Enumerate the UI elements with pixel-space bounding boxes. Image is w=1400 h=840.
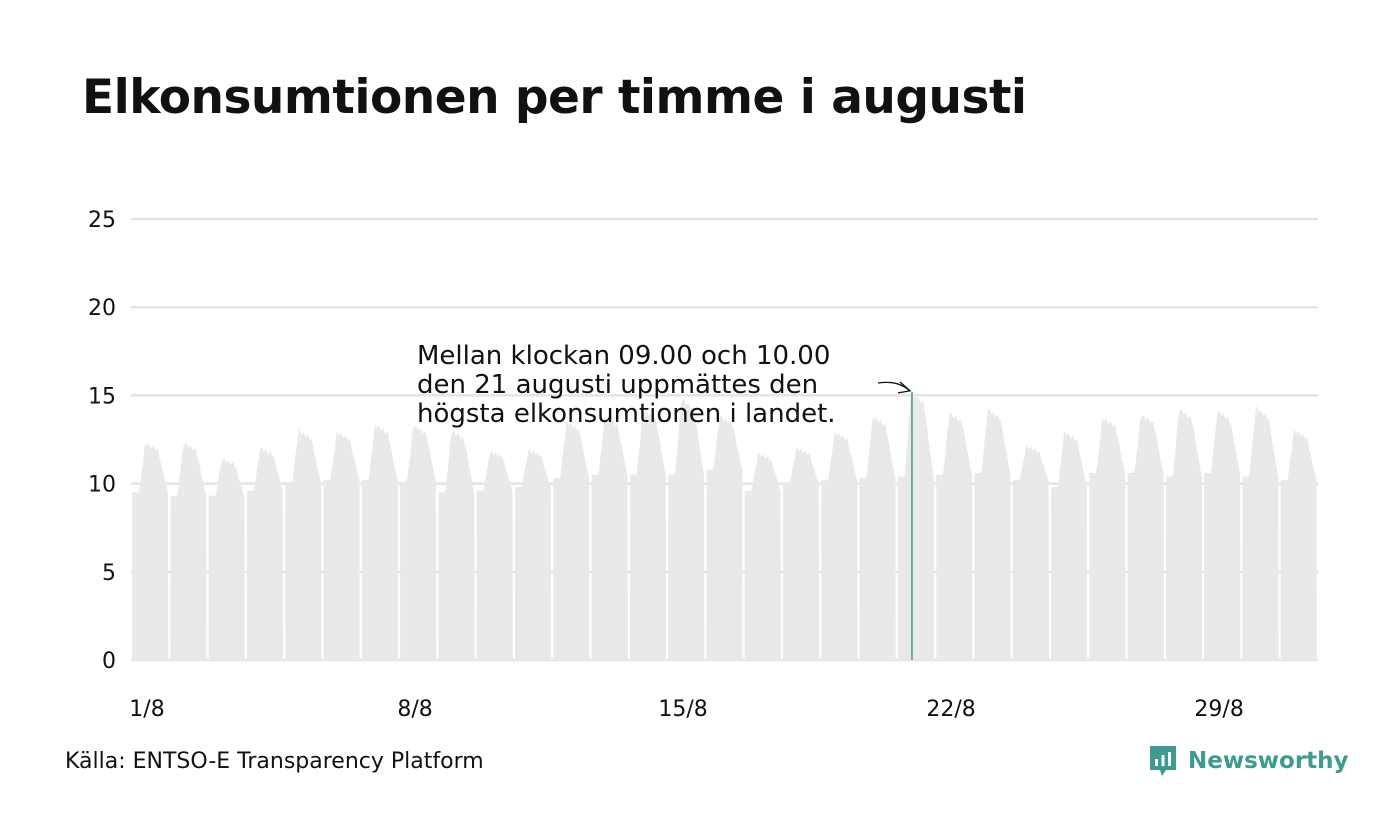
daily-consumption-area bbox=[1242, 406, 1279, 660]
daily-consumption-area bbox=[132, 443, 169, 660]
daily-consumption-area bbox=[897, 392, 934, 660]
x-tick-label: 1/8 bbox=[129, 697, 164, 722]
annotation-line: Mellan klockan 09.00 och 10.00 bbox=[417, 341, 830, 371]
annotation-line: högsta elkonsumtionen i landet. bbox=[417, 399, 836, 429]
daily-consumption-area bbox=[859, 417, 896, 660]
daily-consumption-area bbox=[744, 452, 781, 660]
daily-consumption-area bbox=[170, 442, 207, 660]
daily-consumption-area bbox=[1051, 430, 1088, 660]
x-axis-ticks: 1/8 8/8 15/8 22/8 29/8 bbox=[129, 697, 1244, 722]
brand-logo: Newsworthy bbox=[1148, 744, 1349, 778]
daily-consumption-area bbox=[208, 457, 245, 660]
daily-consumption-area bbox=[783, 446, 820, 660]
daily-consumption-area bbox=[438, 430, 475, 660]
annotation-arrowhead bbox=[897, 381, 912, 394]
daily-consumption-area bbox=[821, 431, 858, 660]
daily-consumption-area bbox=[247, 446, 283, 660]
y-tick-label: 15 bbox=[88, 384, 116, 409]
daily-consumption-area bbox=[476, 450, 513, 660]
source-note: Källa: ENTSO-E Transparency Platform bbox=[65, 749, 484, 774]
daily-consumption-area bbox=[936, 412, 973, 660]
daily-consumption-area bbox=[361, 425, 398, 660]
y-tick-label: 0 bbox=[102, 649, 116, 674]
daily-consumption-area bbox=[553, 420, 590, 660]
daily-consumption-area bbox=[1166, 409, 1202, 660]
annotation-line: den 21 augusti uppmättes den bbox=[417, 370, 818, 400]
x-tick-label: 29/8 bbox=[1194, 697, 1243, 722]
daily-consumption-area bbox=[668, 399, 705, 660]
daily-consumption-area bbox=[400, 425, 437, 660]
newsworthy-bar-chart-icon bbox=[1150, 746, 1176, 776]
x-tick-label: 15/8 bbox=[658, 697, 707, 722]
y-tick-label: 5 bbox=[102, 561, 116, 586]
x-tick-label: 8/8 bbox=[397, 697, 432, 722]
daily-consumption-area bbox=[285, 429, 322, 660]
daily-consumption-area bbox=[1012, 444, 1049, 660]
daily-consumption-area bbox=[1127, 414, 1164, 660]
daily-consumption-area bbox=[323, 430, 360, 660]
daily-consumption-area bbox=[974, 408, 1011, 660]
daily-consumption-area bbox=[1089, 418, 1126, 660]
daily-consumption-area bbox=[1280, 428, 1317, 660]
daily-consumption-area bbox=[706, 415, 743, 660]
y-axis-ticks: 0 5 10 15 20 25 bbox=[88, 208, 116, 674]
y-tick-label: 20 bbox=[88, 296, 116, 321]
daily-consumption-area bbox=[629, 410, 666, 660]
daily-consumption-area bbox=[1204, 410, 1241, 660]
y-tick-label: 10 bbox=[88, 473, 116, 498]
brand-name: Newsworthy bbox=[1188, 748, 1349, 774]
x-tick-label: 22/8 bbox=[926, 697, 975, 722]
daily-consumption-area bbox=[515, 448, 552, 660]
daily-consumption-area bbox=[591, 416, 628, 660]
consumption-area bbox=[132, 392, 1317, 660]
page-title: Elkonsumtionen per timme i augusti bbox=[82, 70, 1027, 125]
y-tick-label: 25 bbox=[88, 208, 116, 233]
